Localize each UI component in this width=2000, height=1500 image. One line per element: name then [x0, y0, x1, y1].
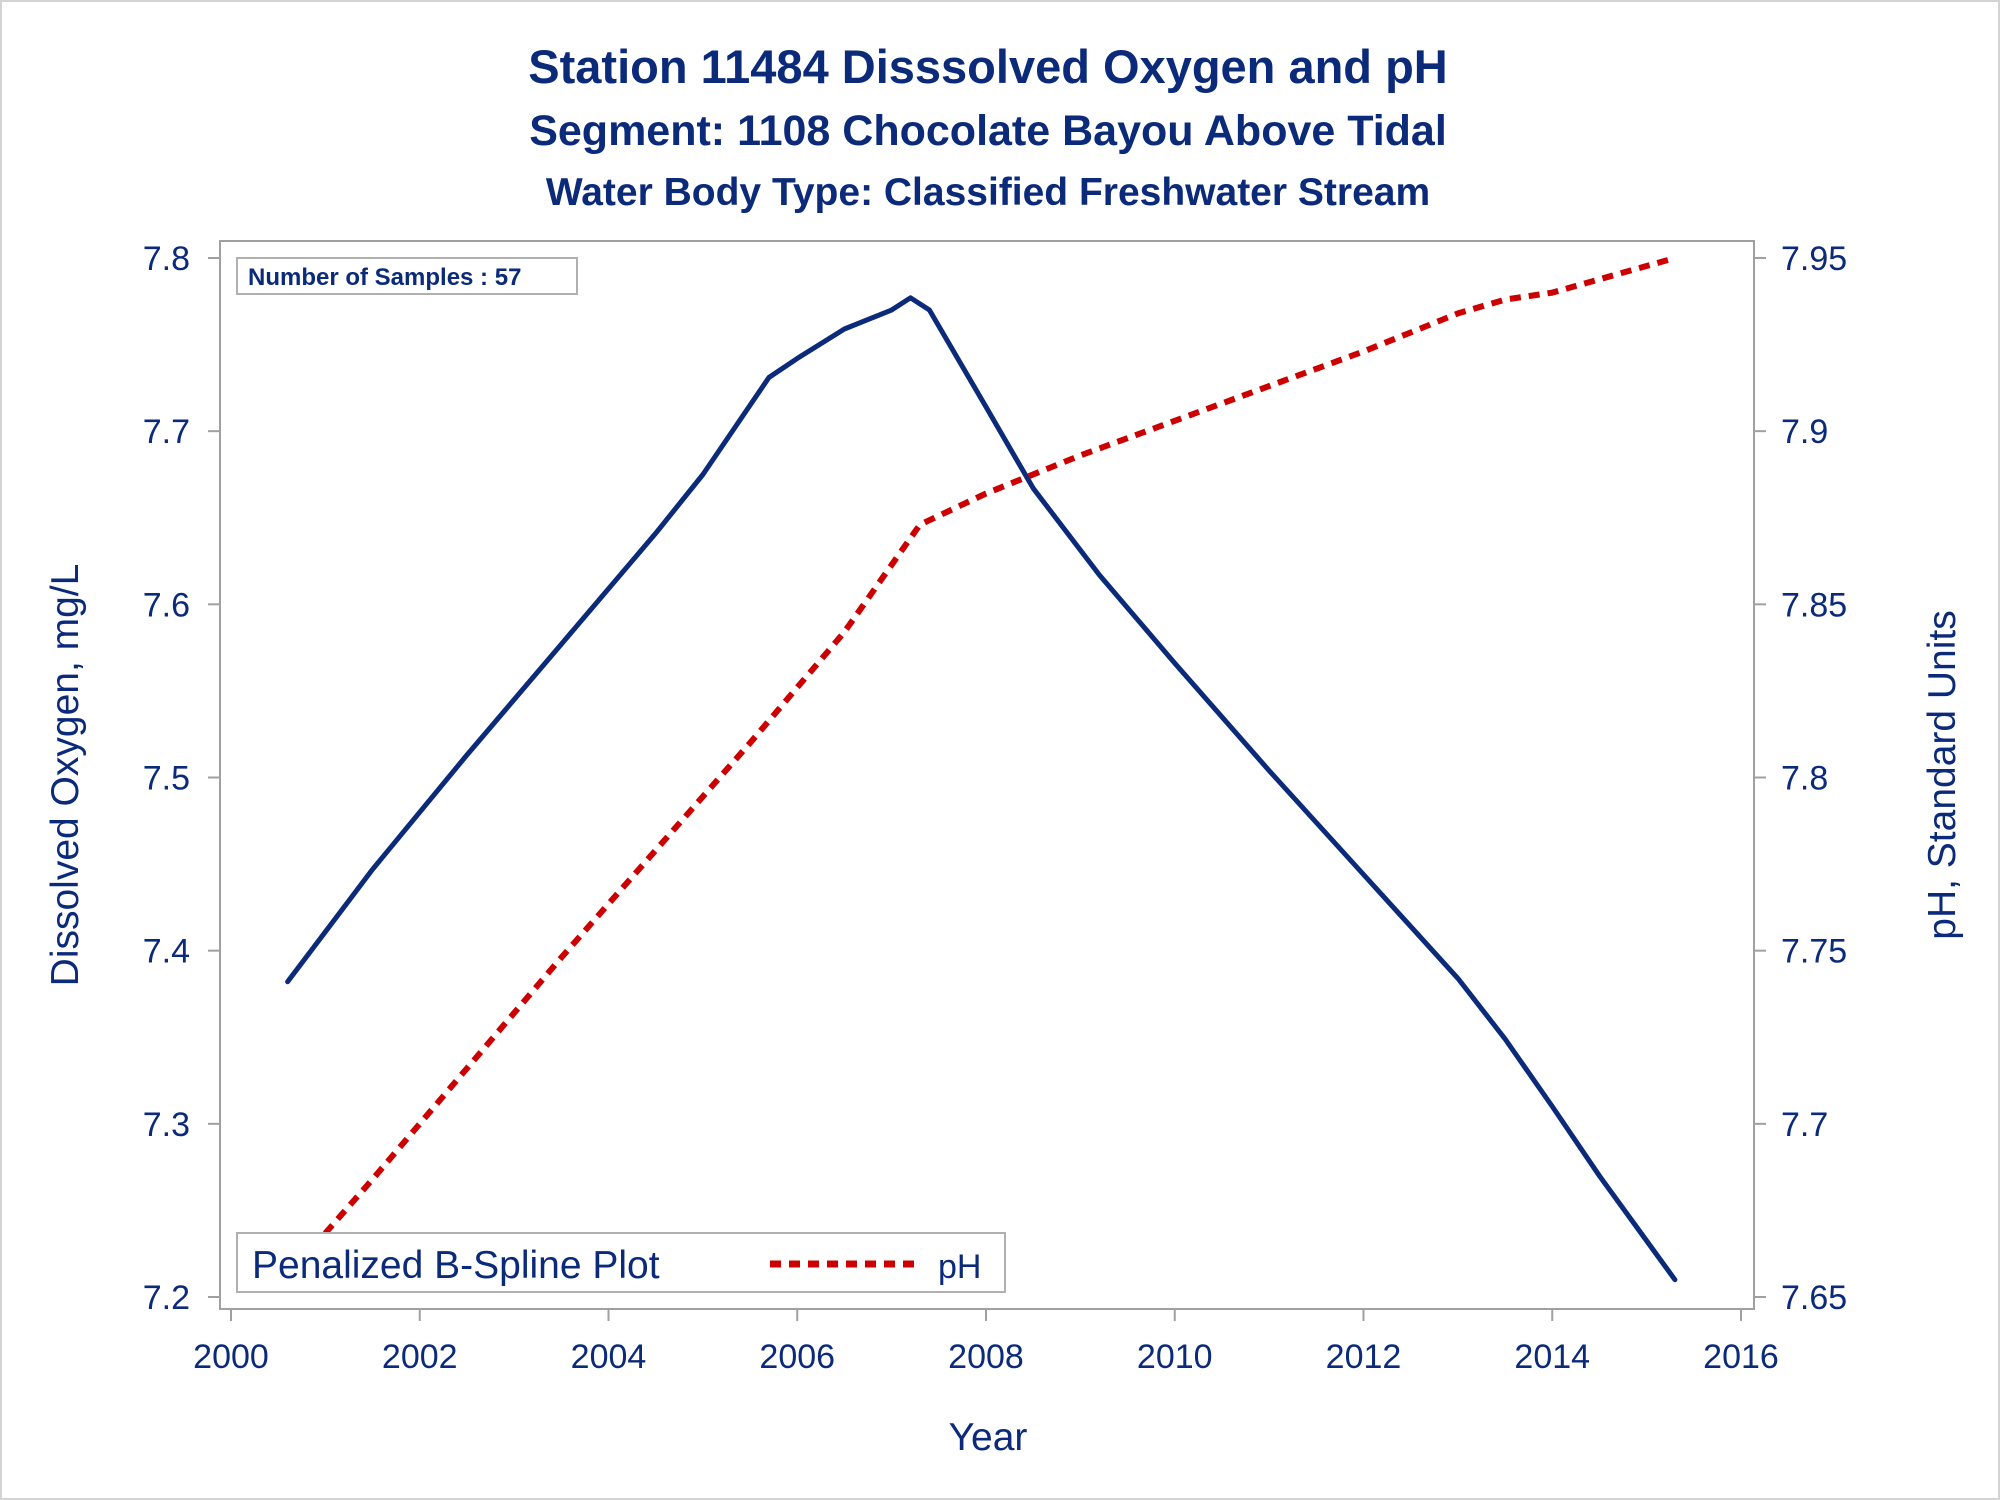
y-tick-label: 7.7 — [143, 413, 190, 451]
y-axis-left: 7.2 7.3 7.4 7.5 7.6 7.7 7.8 — [143, 240, 220, 1317]
sample-count-box — [236, 257, 578, 295]
sample-count-annotation: Number of Samples : 57 — [236, 257, 578, 295]
y-tick-label: 7.2 — [143, 1279, 190, 1317]
y-axis-left-label: Dissolved Oxygen, mg/L — [44, 564, 87, 987]
y2-tick-label: 7.95 — [1781, 240, 1847, 278]
x-tick-label: 2006 — [759, 1338, 835, 1376]
y2-tick-label: 7.75 — [1781, 933, 1847, 971]
x-axis: 2000 2002 2004 2006 2008 2010 2012 2014 2016 — [193, 1309, 1779, 1376]
x-tick-label: 2014 — [1514, 1338, 1590, 1376]
y-tick-label: 7.5 — [143, 760, 190, 798]
x-tick-label: 2016 — [1703, 1338, 1779, 1376]
x-tick-label: 2008 — [948, 1338, 1024, 1376]
legend-box — [236, 1232, 1006, 1293]
chart-title: Station 11484 Disssolved Oxygen and pH — [528, 40, 1447, 93]
x-tick-label: 2004 — [571, 1338, 647, 1376]
chart-subtitle-water-body: Water Body Type: Classified Freshwater S… — [546, 171, 1430, 214]
y-tick-label: 7.4 — [143, 933, 190, 971]
y2-tick-label: 7.65 — [1781, 1279, 1847, 1317]
y2-tick-label: 7.7 — [1781, 1106, 1828, 1144]
x-tick-label: 2000 — [193, 1338, 269, 1376]
y2-tick-label: 7.85 — [1781, 586, 1847, 624]
legend-ph-label: pH — [938, 1248, 981, 1286]
x-tick-label: 2012 — [1326, 1338, 1402, 1376]
x-tick-label: 2002 — [382, 1338, 458, 1376]
series-layer — [285, 255, 1678, 1283]
chart-subtitle-segment: Segment: 1108 Chocolate Bayou Above Tida… — [529, 107, 1447, 155]
legend: Penalized B-Spline Plot pH — [236, 1232, 1006, 1293]
y-axis-right: 7.65 7.7 7.75 7.8 7.85 7.9 7.95 — [1754, 240, 1847, 1317]
y-axis-right-label: pH, Standard Units — [1921, 610, 1964, 940]
legend-title: Penalized B-Spline Plot — [252, 1244, 660, 1287]
dissolved-oxygen-series-line — [285, 295, 1678, 1283]
x-tick-label: 2010 — [1137, 1338, 1213, 1376]
ph-series-line — [285, 255, 1676, 1279]
sample-count-text: Number of Samples : 57 — [248, 264, 521, 291]
x-axis-label: Year — [949, 1416, 1028, 1459]
y-tick-label: 7.8 — [143, 240, 190, 278]
y2-tick-label: 7.8 — [1781, 760, 1828, 798]
y-tick-label: 7.3 — [143, 1106, 190, 1144]
y-tick-label: 7.6 — [143, 586, 190, 624]
y2-tick-label: 7.9 — [1781, 413, 1828, 451]
